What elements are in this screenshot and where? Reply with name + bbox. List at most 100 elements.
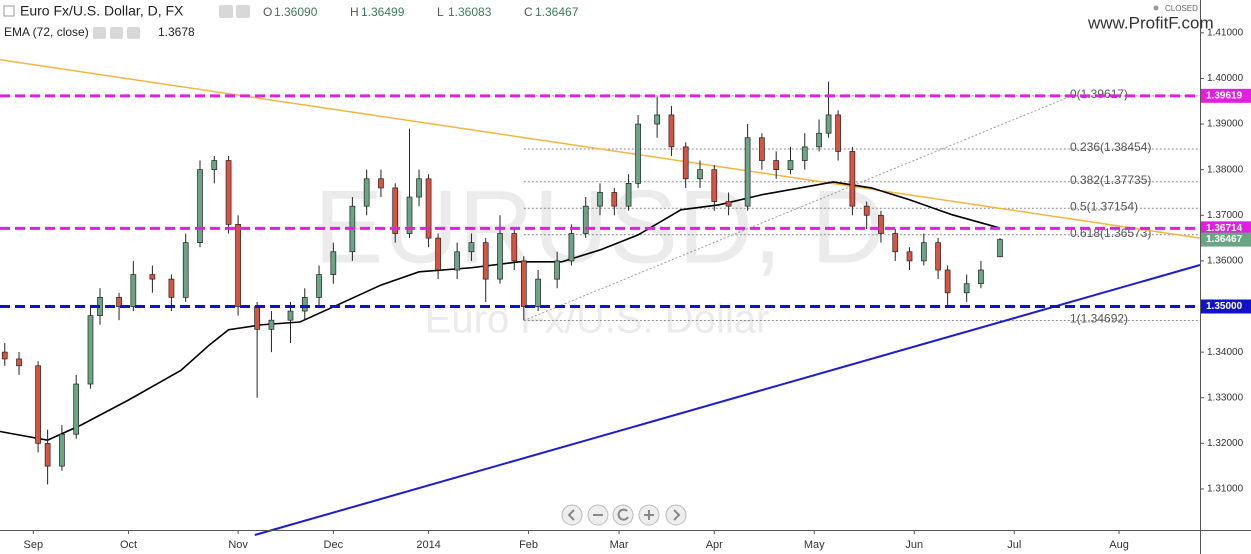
candle-body bbox=[406, 196, 413, 234]
y-tick-label: 1.32000 bbox=[1207, 438, 1244, 449]
candle-body bbox=[301, 297, 308, 312]
candle-body bbox=[130, 274, 137, 307]
candle-body bbox=[963, 283, 970, 294]
candle-body bbox=[268, 319, 275, 330]
candle-body bbox=[511, 233, 518, 262]
candle-body bbox=[725, 201, 732, 207]
candle-body bbox=[801, 146, 808, 161]
price-label-box bbox=[1201, 221, 1251, 236]
y-tick-label: 1.37000 bbox=[1207, 210, 1244, 221]
plot-area: 0(1.39617) 0.236(1.38454) 0.382(1.37735) 0.… bbox=[0, 59, 1201, 536]
candle-body bbox=[554, 260, 560, 280]
price-label-box bbox=[1201, 232, 1251, 247]
navigation-buttons bbox=[561, 504, 687, 526]
trend-line bbox=[254, 264, 1201, 536]
ohlc-label: C bbox=[524, 5, 533, 19]
price-label-box bbox=[1201, 88, 1251, 103]
candle-body bbox=[44, 442, 51, 467]
y-tick-label: 1.39000 bbox=[1207, 119, 1244, 130]
candle-body bbox=[425, 178, 432, 239]
candle-body bbox=[535, 278, 541, 307]
status-dot bbox=[1153, 5, 1159, 11]
indicator-buttons[interactable] bbox=[93, 27, 140, 39]
ohlc-value: 1.36467 bbox=[535, 5, 579, 19]
candle-body bbox=[582, 205, 589, 234]
y-tick-label: 1.31000 bbox=[1207, 484, 1244, 495]
candle-body bbox=[935, 242, 941, 271]
candle-body bbox=[330, 251, 337, 275]
y-tick-label: 1.41000 bbox=[1207, 27, 1244, 38]
ohlc-value: 1.36090 bbox=[274, 5, 318, 19]
candle-body bbox=[416, 178, 422, 198]
candle-body bbox=[287, 310, 294, 321]
candle-body bbox=[835, 114, 841, 152]
indicator-name: EMA (72, close) bbox=[4, 25, 89, 39]
candle-body bbox=[235, 224, 241, 307]
x-tick-label: Nov bbox=[228, 539, 248, 551]
x-tick-label: Feb bbox=[519, 539, 538, 551]
candle-body bbox=[568, 233, 575, 262]
candle-body bbox=[116, 297, 122, 307]
candle-body bbox=[997, 239, 1003, 258]
candle-body bbox=[363, 178, 370, 207]
ohlc-readout: O 1.36090 H 1.36499 L 1.36083 C 1.36467 bbox=[263, 5, 579, 19]
scroll-left-button[interactable] bbox=[561, 504, 583, 526]
fib-label: 0.236(1.38454) bbox=[1070, 140, 1151, 154]
y-tick-label: 1.38000 bbox=[1207, 164, 1244, 175]
candle-body bbox=[468, 242, 475, 253]
candle-body bbox=[944, 269, 951, 294]
price-label-box bbox=[1201, 299, 1251, 314]
symbol-checkbox[interactable] bbox=[3, 5, 15, 17]
candle-body bbox=[16, 358, 22, 367]
x-tick-label: Oct bbox=[120, 539, 137, 551]
candle-body bbox=[611, 192, 618, 207]
candle-body bbox=[35, 365, 41, 444]
market-status: CLOSED bbox=[1165, 4, 1198, 13]
candle-body bbox=[225, 160, 232, 225]
candle-body bbox=[168, 278, 175, 298]
ohlc-value: 1.36083 bbox=[448, 5, 492, 19]
candle-body bbox=[435, 237, 441, 271]
title-buttons[interactable] bbox=[219, 5, 250, 18]
price-label: 1.36467 bbox=[1206, 234, 1243, 245]
candle-body bbox=[816, 132, 822, 148]
fib-label: 1(1.34692) bbox=[1070, 312, 1128, 326]
candle-body bbox=[149, 274, 156, 280]
chart-title: Euro Fx/U.S. Dollar, D, FX bbox=[20, 3, 184, 19]
candle-body bbox=[497, 233, 503, 280]
fib-label: 0.5(1.37154) bbox=[1070, 199, 1138, 213]
candle-body bbox=[759, 137, 765, 161]
y-tick-label: 1.40000 bbox=[1207, 73, 1244, 84]
axes: 1.31000 1.32000 1.33000 1.34000 1.35000 1.360… bbox=[24, 27, 1251, 551]
brand-logo: www.ProfitF.com bbox=[1087, 13, 1214, 32]
indicator-value: 1.3678 bbox=[158, 25, 195, 39]
button-icons bbox=[567, 508, 681, 521]
candle-body bbox=[682, 146, 689, 180]
ohlc-label: L bbox=[437, 5, 444, 19]
candle-body bbox=[878, 214, 884, 234]
y-tick-label: 1.36000 bbox=[1207, 256, 1244, 267]
ohlc-value: 1.36499 bbox=[361, 5, 405, 19]
fib-label: 0(1.39617) bbox=[1070, 87, 1128, 101]
candle-body bbox=[711, 169, 718, 202]
x-tick-label: Jun bbox=[905, 539, 923, 551]
x-tick-label: Sep bbox=[24, 539, 44, 551]
candle-body bbox=[744, 137, 751, 207]
candle-body bbox=[597, 192, 603, 207]
reset-button[interactable] bbox=[612, 504, 634, 526]
candle-body bbox=[482, 242, 489, 280]
trend-line bbox=[0, 59, 1201, 239]
ema-line bbox=[0, 181, 1001, 441]
watermark-name: Euro Fx/U.S. Dollar bbox=[425, 298, 770, 342]
candle-body bbox=[787, 160, 794, 171]
candle-body bbox=[906, 251, 913, 262]
candle-body bbox=[254, 306, 260, 330]
ohlc-label: O bbox=[263, 5, 272, 19]
fib-trend bbox=[523, 95, 1072, 322]
candle-body bbox=[863, 205, 870, 216]
candle-body bbox=[849, 151, 856, 207]
scroll-right-button[interactable] bbox=[665, 504, 687, 526]
candle-body bbox=[454, 251, 460, 271]
candle-body bbox=[59, 433, 65, 467]
